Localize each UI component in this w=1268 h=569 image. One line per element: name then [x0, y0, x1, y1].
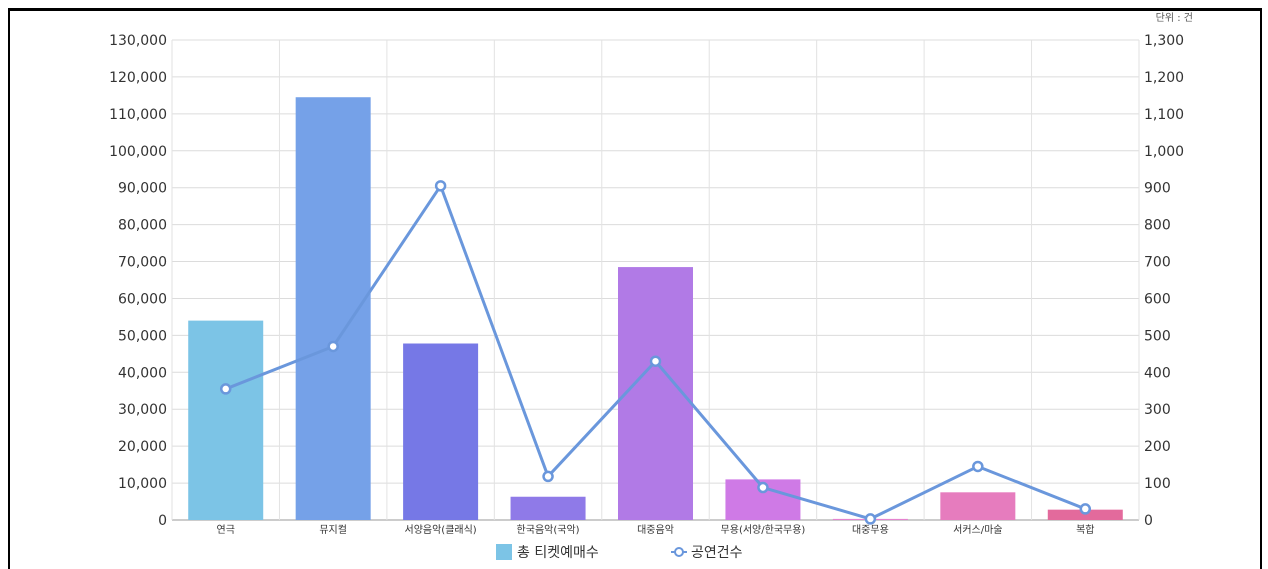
- right-axis: 0 100 200 300 400 500 600 700 800 900 1,000 1,100 1,…: [1144, 33, 1184, 529]
- y-left-tick-label: 60,000: [118, 291, 167, 307]
- y-left-tick-label: 50,000: [118, 328, 167, 344]
- legend: 총 티켓예매수 공연건수: [496, 544, 743, 561]
- line-series: [219, 180, 1092, 525]
- y-right-tick-label: 800: [1144, 218, 1171, 234]
- y-right-tick-label: 1,200: [1144, 70, 1184, 86]
- y-right-tick-label: 0: [1144, 513, 1153, 529]
- bar: [618, 267, 693, 520]
- y-left-tick-label: 40,000: [118, 365, 167, 381]
- y-right-tick-label: 500: [1144, 328, 1171, 344]
- bar: [940, 492, 1016, 520]
- y-left-tick-label: 130,000: [109, 33, 167, 49]
- x-tick-label: 서양음악(클래식): [405, 524, 477, 536]
- x-tick-label: 대중무용: [852, 524, 889, 536]
- y-left-tick-label: 30,000: [118, 402, 167, 418]
- unit-label: 단위 : 건: [1156, 11, 1193, 24]
- y-left-tick-label: 10,000: [118, 476, 167, 492]
- line-point: [434, 180, 447, 192]
- x-tick-label: 복합: [1076, 524, 1094, 536]
- line-point: [757, 481, 769, 494]
- x-axis: 연극 뮤지컬 서양음악(클래식) 한국음악(국악) 대중음악 무용(서양/한국무용) 대중무…: [217, 523, 1095, 536]
- line-point: [972, 460, 984, 473]
- y-left-tick-label: 100,000: [109, 144, 167, 160]
- y-right-tick-label: 600: [1144, 291, 1171, 307]
- bar-series: [188, 97, 1123, 520]
- y-right-tick-label: 400: [1144, 365, 1171, 381]
- line-point: [327, 340, 339, 353]
- line-point: [542, 470, 554, 483]
- y-left-tick-label: 20,000: [118, 439, 167, 455]
- line-point: [649, 355, 662, 367]
- y-right-tick-label: 1,000: [1144, 144, 1184, 160]
- legend-marker-line: [674, 547, 684, 557]
- line-point: [864, 513, 877, 525]
- y-left-tick-label: 80,000: [118, 218, 167, 234]
- legend-label-line: 공연건수: [691, 545, 743, 561]
- y-left-tick-label: 70,000: [118, 255, 167, 271]
- y-right-tick-label: 1,300: [1144, 33, 1184, 49]
- x-tick-label: 한국음악(국악): [517, 524, 580, 536]
- x-tick-label: 대중음악: [637, 524, 674, 536]
- y-right-tick-label: 700: [1144, 255, 1171, 271]
- y-right-tick-label: 900: [1144, 181, 1171, 197]
- line-point: [219, 383, 232, 395]
- y-right-tick-label: 300: [1144, 402, 1171, 418]
- left-axis: 0 10,000 20,000 30,000 40,000 50,000 60,000 70,…: [109, 33, 167, 529]
- y-right-tick-label: 100: [1144, 476, 1171, 492]
- legend-swatch-bar: [496, 544, 512, 560]
- y-right-tick-label: 200: [1144, 439, 1171, 455]
- x-tick-label: 서커스/마술: [953, 524, 1002, 536]
- y-left-tick-label: 120,000: [109, 70, 167, 86]
- line-point: [1079, 503, 1092, 515]
- x-tick-label: 뮤지컬: [319, 523, 347, 536]
- legend-label-bar: 총 티켓예매수: [517, 545, 599, 561]
- bar: [188, 320, 264, 520]
- x-tick-label: 연극: [217, 524, 235, 536]
- y-left-tick-label: 90,000: [118, 181, 167, 197]
- y-left-tick-label: 0: [158, 513, 167, 529]
- y-right-tick-label: 1,100: [1144, 107, 1184, 123]
- y-left-tick-label: 110,000: [109, 107, 167, 123]
- bar: [510, 496, 586, 520]
- x-tick-label: 무용(서양/한국무용): [721, 524, 806, 536]
- bar: [1047, 509, 1123, 520]
- bar: [403, 343, 479, 520]
